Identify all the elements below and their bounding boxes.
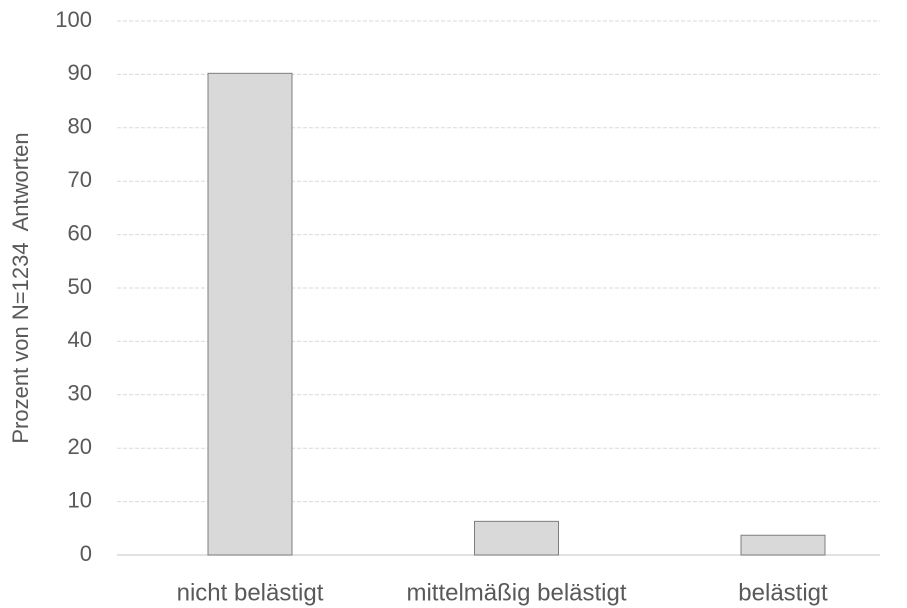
y-tick-label: 60 (68, 220, 92, 245)
y-tick-label: 10 (68, 487, 92, 512)
y-tick-label: 80 (68, 114, 92, 139)
y-tick-label: 0 (80, 541, 92, 566)
bar (740, 534, 826, 556)
x-tick-label: nicht belästigt (177, 579, 324, 606)
y-tick-label: 50 (68, 274, 92, 299)
bar (207, 72, 293, 556)
y-tick-label: 30 (68, 381, 92, 406)
y-tick-label: 100 (55, 7, 92, 32)
y-axis-label: Prozent von N=1234 Antworten (8, 132, 33, 443)
y-tick-label: 40 (68, 327, 92, 352)
x-tick-label: belästigt (738, 579, 828, 606)
x-tick-label: mittelmäßig belästigt (406, 579, 626, 606)
y-tick-label: 90 (68, 60, 92, 85)
y-tick-label: 70 (68, 167, 92, 192)
y-tick-label: 20 (68, 434, 92, 459)
bar (474, 520, 559, 556)
